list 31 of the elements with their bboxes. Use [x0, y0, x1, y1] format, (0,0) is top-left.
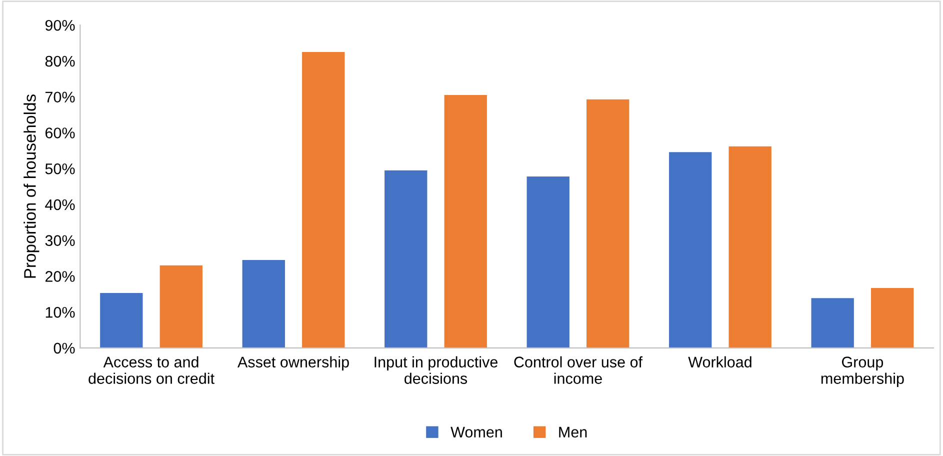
y-tick-label: 20%: [45, 271, 75, 282]
bar: [811, 298, 854, 348]
y-tick-label: 50%: [45, 163, 75, 174]
y-tick-label: 80%: [45, 56, 75, 67]
x-tick-label: Workload: [688, 356, 752, 368]
bar: [728, 146, 772, 348]
y-tick-label: 0%: [54, 342, 75, 354]
y-axis-title: Proportion of households: [24, 94, 40, 278]
bar: [242, 260, 285, 348]
bar: [526, 176, 570, 348]
bar: [302, 52, 345, 348]
x-tick-label: Access to and decisions on credit: [88, 356, 214, 384]
bar: [384, 170, 428, 348]
y-tick-label: 60%: [45, 128, 75, 138]
bar: [444, 95, 487, 348]
x-tick-label: Group membership: [821, 356, 904, 387]
bar: [100, 293, 143, 348]
x-tick-label: Control over use of income: [514, 356, 643, 384]
y-tick-label: 40%: [45, 199, 75, 210]
bar: [870, 288, 914, 348]
bar: [586, 99, 630, 348]
legend-label: Women: [450, 426, 502, 438]
bar: [669, 152, 712, 348]
y-tick-label: 90%: [45, 20, 75, 31]
legend-label: Men: [559, 426, 587, 438]
bar: [160, 265, 202, 348]
y-tick-label: 70%: [46, 92, 75, 103]
y-tick-label: 10%: [46, 306, 75, 318]
x-tick-label: Input in productive decisions: [374, 356, 498, 384]
y-tick-label: 30%: [45, 235, 75, 246]
x-tick-label: Asset ownership: [237, 356, 349, 371]
